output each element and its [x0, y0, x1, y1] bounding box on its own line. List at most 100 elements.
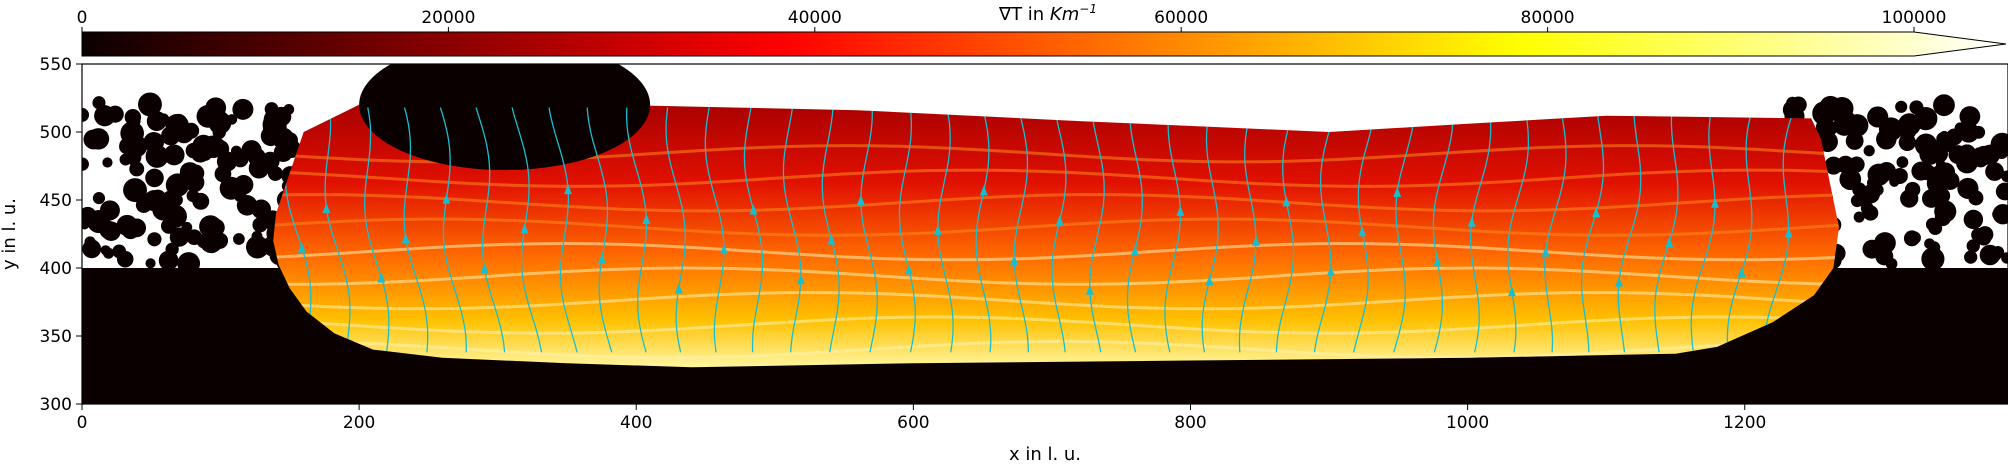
- streamline-arrow: [1251, 235, 1260, 246]
- streamline-arrow: [1205, 275, 1214, 286]
- streamline: [1313, 107, 1336, 353]
- streamline: [704, 107, 725, 353]
- powder-particle: [1903, 230, 1920, 247]
- streamline-arrow: [749, 204, 758, 215]
- powder-particle: [165, 173, 190, 197]
- powder-particle: [233, 233, 245, 245]
- colorbar-label-exp: −1: [1079, 2, 1097, 16]
- y-axis-ticks: 300 350 400 450 500 550: [40, 55, 82, 415]
- powder-particle: [251, 230, 263, 242]
- powder-particle: [149, 189, 167, 207]
- powder-particle: [82, 107, 90, 122]
- streamline: [975, 107, 992, 353]
- colorbar-label: ∇T in Km−1: [998, 2, 1097, 25]
- powder-particle: [123, 178, 147, 203]
- streamline-arrow: [1326, 265, 1335, 276]
- streamline-arrow: [1433, 256, 1442, 267]
- powder-particle: [1872, 244, 1887, 259]
- layer-band: [273, 241, 1840, 262]
- streamline-arrow: [1541, 246, 1550, 257]
- streamline: [1089, 107, 1105, 353]
- powder-particle: [1782, 100, 1803, 120]
- streamline-arrow: [674, 283, 683, 294]
- keyhole-cavity: [359, 64, 651, 171]
- streamline-arrow: [719, 243, 728, 254]
- streamline: [364, 107, 390, 353]
- powder-particle: [120, 121, 144, 146]
- x-axis-ticks: 0 200 400 600 800 1000 1200: [77, 404, 1766, 433]
- powder-particle: [1900, 189, 1919, 208]
- colorbar: 0 20000 40000 60000 80000 100000 ∇T in Km−1: [77, 2, 2007, 57]
- x-tick-label: 1000: [1446, 413, 1489, 433]
- streamline-arrow: [1784, 227, 1793, 238]
- powder-particle: [169, 227, 190, 247]
- powder-particle: [1867, 184, 1881, 199]
- powder-particle: [1877, 161, 1896, 181]
- powder-particle: [160, 218, 177, 234]
- streamline-arrow: [1665, 237, 1674, 248]
- streamline-arrow: [1393, 186, 1402, 197]
- plot-frame: [81, 63, 2008, 405]
- streamline-arrow: [796, 273, 805, 284]
- powder-particle: [283, 104, 295, 115]
- streamline: [475, 107, 506, 353]
- powder-particle: [267, 166, 283, 181]
- powder-particle: [211, 140, 230, 158]
- powder-particle: [1824, 156, 1843, 175]
- streamline-arrow: [1010, 254, 1019, 265]
- powder-particle: [248, 157, 270, 179]
- powder-particle: [145, 144, 169, 168]
- powder-particle: [158, 250, 179, 271]
- streamline: [548, 107, 578, 353]
- streamline: [1507, 107, 1530, 353]
- x-tick-label: 0: [77, 413, 88, 433]
- streamline: [324, 107, 351, 353]
- powder-particle: [1850, 194, 1864, 208]
- colorbar-tick-label: 0: [77, 8, 88, 28]
- layer-band: [273, 339, 1840, 360]
- powder-particle: [232, 98, 254, 120]
- streamline-arrow: [1282, 196, 1291, 207]
- streamline-arrow: [1085, 284, 1094, 295]
- powder-particle: [1968, 190, 1984, 206]
- powder-particle: [102, 157, 113, 168]
- streamline: [1201, 107, 1219, 353]
- powder-particle: [92, 192, 106, 205]
- colorbar-tick-label: 80000: [1521, 8, 1575, 28]
- streamline-arrow: [1592, 207, 1601, 218]
- streamline: [1580, 107, 1605, 353]
- powder-particle: [1963, 209, 1984, 230]
- powder-particle: [1896, 156, 1909, 169]
- powder-particle: [1948, 145, 1968, 164]
- plot-area: 0 200 400 600 800 1000 1200 300 350 400 450 500 550…: [0, 55, 2008, 464]
- colorbar-label-main: ∇T in: [998, 4, 1050, 25]
- powder-particle: [1848, 156, 1865, 173]
- streamline: [1126, 107, 1143, 353]
- powder-particle: [103, 247, 115, 259]
- powder-particle: [137, 92, 162, 117]
- streamline: [439, 107, 467, 353]
- powder-particle: [1976, 226, 1994, 243]
- layer-band: [273, 315, 1840, 335]
- streamline-arrow: [856, 195, 865, 205]
- powder-particle: [1876, 129, 1897, 150]
- streamline-arrow: [442, 193, 451, 204]
- streamline: [586, 107, 613, 353]
- powder-particle: [129, 161, 145, 177]
- y-tick-label: 400: [40, 259, 72, 279]
- colorbar-ticks: 0 20000 40000 60000 80000 100000: [77, 8, 1946, 32]
- powder-particle: [181, 221, 193, 233]
- powder-particle: [145, 168, 164, 188]
- colorbar-tick-label: 60000: [1154, 8, 1208, 28]
- streamline: [1726, 107, 1754, 353]
- x-tick-label: 400: [620, 413, 652, 433]
- streamline: [743, 107, 764, 353]
- powder-particle: [1862, 205, 1879, 221]
- powder-particle: [260, 125, 281, 147]
- streamline: [665, 107, 686, 353]
- x-axis-label: x in l. u.: [1009, 444, 1081, 464]
- streamline: [1544, 107, 1567, 353]
- streamline: [860, 107, 878, 353]
- powder-particle: [1985, 162, 2004, 181]
